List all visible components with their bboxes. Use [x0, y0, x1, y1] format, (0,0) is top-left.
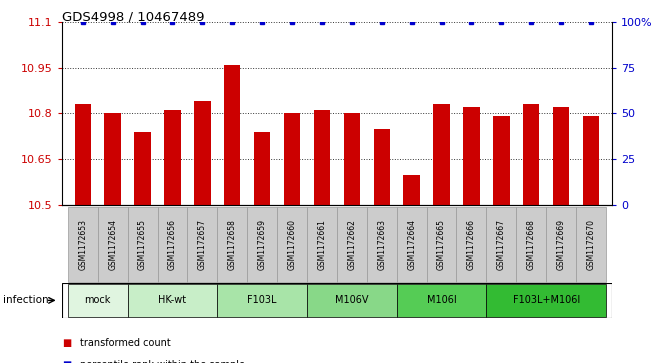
Text: M106I: M106I [426, 295, 456, 305]
Bar [396, 207, 426, 282]
Bar [224, 65, 240, 205]
Bar [194, 101, 210, 205]
Bar [576, 207, 606, 282]
Bar [104, 113, 121, 205]
Text: GSM1172663: GSM1172663 [377, 219, 386, 270]
Bar [254, 132, 270, 205]
Bar [164, 110, 181, 205]
Text: infection: infection [3, 295, 49, 305]
Bar [284, 113, 300, 205]
Bar [516, 207, 546, 282]
Text: GSM1172670: GSM1172670 [587, 219, 596, 270]
Text: GSM1172664: GSM1172664 [407, 219, 416, 270]
Text: GSM1172661: GSM1172661 [318, 219, 326, 270]
Text: GSM1172668: GSM1172668 [527, 219, 536, 270]
Bar [546, 207, 576, 282]
Bar [98, 207, 128, 282]
Bar [68, 207, 98, 282]
Text: percentile rank within the sample: percentile rank within the sample [80, 360, 245, 363]
Text: GSM1172655: GSM1172655 [138, 219, 147, 270]
Bar [583, 117, 599, 205]
Text: GSM1172656: GSM1172656 [168, 219, 177, 270]
Bar [337, 207, 367, 282]
Text: GSM1172654: GSM1172654 [108, 219, 117, 270]
Bar [128, 207, 158, 282]
Bar [134, 132, 151, 205]
Text: GSM1172666: GSM1172666 [467, 219, 476, 270]
Bar [217, 207, 247, 282]
Text: mock: mock [85, 295, 111, 305]
Text: GSM1172658: GSM1172658 [228, 219, 237, 270]
Bar [553, 107, 570, 205]
Text: M106V: M106V [335, 295, 368, 305]
Bar [374, 129, 390, 205]
Bar [68, 284, 128, 317]
Text: GSM1172665: GSM1172665 [437, 219, 446, 270]
Bar [344, 113, 360, 205]
Bar [486, 284, 606, 317]
Bar [426, 207, 456, 282]
Bar [464, 107, 480, 205]
Bar [456, 207, 486, 282]
Text: ■: ■ [62, 360, 71, 363]
Text: F103L: F103L [247, 295, 277, 305]
Bar [367, 207, 396, 282]
Text: GSM1172669: GSM1172669 [557, 219, 566, 270]
Bar [277, 207, 307, 282]
Bar [158, 207, 187, 282]
Bar [247, 207, 277, 282]
Text: HK-wt: HK-wt [158, 295, 187, 305]
Bar [307, 284, 396, 317]
Text: ■: ■ [62, 338, 71, 348]
Bar [75, 104, 91, 205]
Bar [314, 110, 330, 205]
Text: transformed count: transformed count [80, 338, 171, 348]
Bar [396, 284, 486, 317]
Bar [404, 175, 420, 205]
Text: GSM1172667: GSM1172667 [497, 219, 506, 270]
Text: GSM1172659: GSM1172659 [258, 219, 267, 270]
Bar [187, 207, 217, 282]
Bar [493, 117, 510, 205]
Bar [128, 284, 217, 317]
Text: GSM1172660: GSM1172660 [288, 219, 297, 270]
Text: F103L+M106I: F103L+M106I [512, 295, 580, 305]
Text: GSM1172653: GSM1172653 [78, 219, 87, 270]
Bar [217, 284, 307, 317]
Bar [434, 104, 450, 205]
Bar [523, 104, 540, 205]
Text: GSM1172657: GSM1172657 [198, 219, 207, 270]
Bar [486, 207, 516, 282]
Bar [307, 207, 337, 282]
Text: GDS4998 / 10467489: GDS4998 / 10467489 [62, 11, 204, 24]
Text: GSM1172662: GSM1172662 [348, 219, 356, 270]
